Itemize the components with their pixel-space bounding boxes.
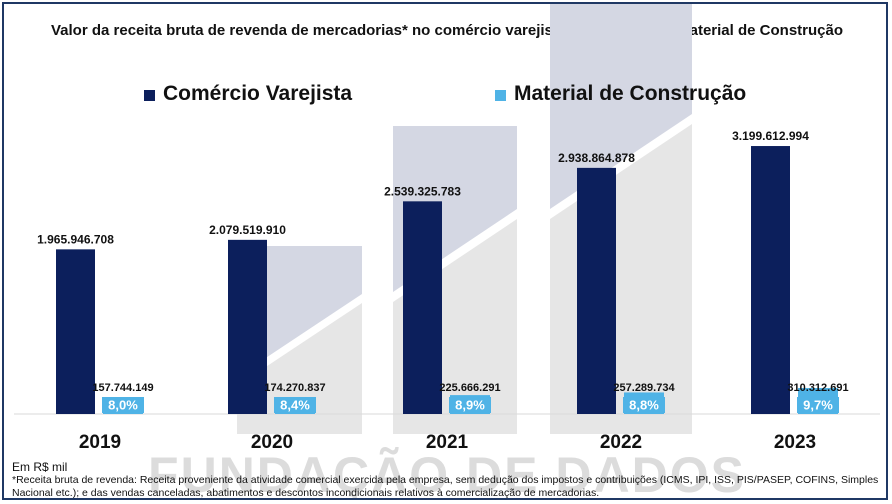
category-label-2020: 2020	[251, 432, 293, 453]
value-label-material-2022: 257.289.734	[613, 382, 675, 394]
bar-varejo-2023	[751, 146, 790, 414]
bar-varejo-2021	[403, 201, 442, 414]
share-badge-2020	[274, 397, 316, 413]
bar-varejo-2022	[577, 167, 616, 414]
share-label-2022: 8,8%	[629, 398, 659, 413]
legend-label-varejo: Comércio Varejista	[163, 82, 353, 105]
watermark-text: FUNDAÇÃO DE DADOS	[148, 447, 746, 500]
share-label-2019: 8,0%	[108, 398, 138, 413]
share-badge-2021	[449, 397, 491, 413]
footnote: *Receita bruta de revenda: Receita prove…	[12, 474, 879, 499]
bar-varejo-2020	[228, 239, 267, 414]
value-label-varejo-2019: 1.965.946.708	[37, 232, 114, 246]
share-badge-2023	[797, 397, 839, 413]
legend-swatch-varejo	[144, 90, 155, 101]
legend-item-varejo: Comércio Varejista	[144, 82, 352, 106]
share-label-2021: 8,9%	[455, 398, 485, 413]
value-label-material-2021: 225.666.291	[439, 382, 500, 394]
legend-item-material: Material de Construção	[495, 82, 746, 106]
value-label-material-2019: 157.744.149	[92, 382, 153, 394]
category-label-2021: 2021	[426, 432, 469, 453]
unit-note: Em R$ mil	[12, 460, 68, 474]
value-label-material-2023: 310.312.691	[787, 382, 848, 394]
share-label-2023: 9,7%	[803, 398, 833, 413]
value-label-varejo-2023: 3.199.612.994	[732, 129, 809, 143]
category-label-2022: 2022	[600, 432, 642, 453]
share-label-2020: 8,4%	[280, 398, 310, 413]
category-label-2023: 2023	[774, 432, 816, 453]
share-badge-2022	[623, 397, 665, 413]
value-label-material-2020: 174.270.837	[264, 382, 325, 394]
value-label-varejo-2021: 2.539.325.783	[384, 184, 461, 198]
value-label-varejo-2022: 2.938.864.878	[558, 151, 635, 165]
share-badge-2019	[102, 397, 144, 413]
category-label-2019: 2019	[79, 432, 121, 453]
legend-label-material: Material de Construção	[514, 82, 747, 105]
bar-varejo-2019	[56, 249, 95, 414]
chart-svg: FUNDAÇÃO DE DADOS 1.965.946.708 8,0% 157.7…	[14, 4, 880, 500]
value-label-varejo-2020: 2.079.519.910	[209, 223, 286, 237]
legend-swatch-material	[495, 90, 506, 101]
